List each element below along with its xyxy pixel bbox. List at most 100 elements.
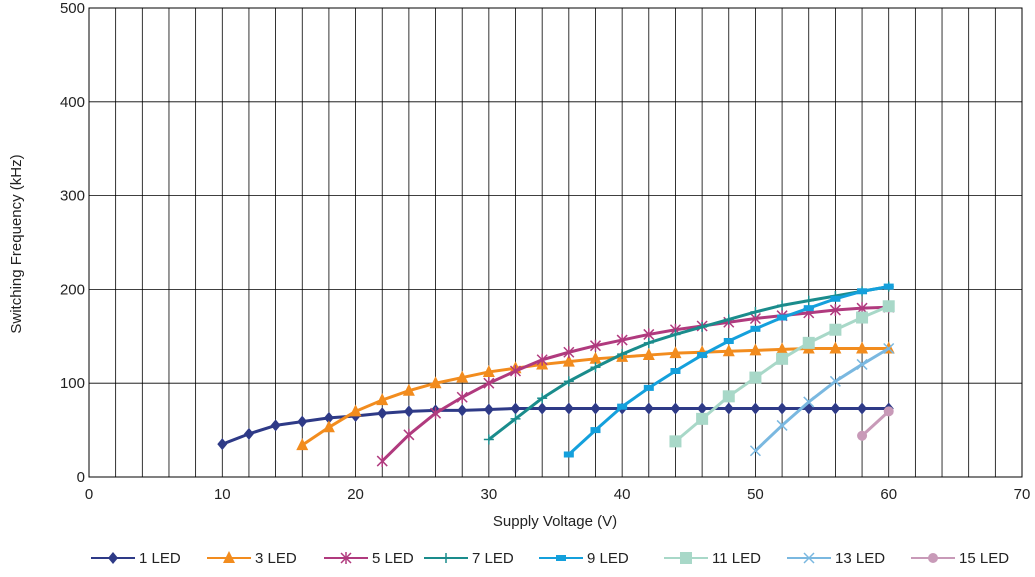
- data-point: [243, 427, 254, 440]
- tick-labels: 0 10 20 30 40 50 60 70 0 100 200 300 400 500: [60, 0, 1030, 503]
- data-point: [403, 405, 414, 418]
- legend-marker: [223, 551, 235, 563]
- series-line: [221, 407, 889, 446]
- data-point: [537, 402, 548, 415]
- data-point: [590, 427, 601, 434]
- legend-item: 9 LED: [539, 550, 629, 567]
- data-point: [670, 329, 681, 340]
- legend-marker: [441, 553, 451, 563]
- data-point: [857, 402, 868, 415]
- x-tick-label: 30: [481, 486, 498, 503]
- x-tick-label: 10: [214, 486, 231, 503]
- data-point: [750, 402, 761, 415]
- data-point: [669, 346, 682, 359]
- legend-label: 13 LED: [835, 550, 885, 567]
- data-point: [829, 323, 842, 336]
- legend-label: 9 LED: [587, 550, 629, 567]
- data-point: [510, 402, 521, 415]
- data-point: [563, 376, 574, 387]
- legend-marker: [928, 553, 938, 563]
- legend-item: 3 LED: [207, 550, 297, 567]
- series-11-led: [669, 300, 895, 448]
- data-point: [830, 402, 841, 415]
- data-point: [457, 404, 468, 417]
- data-point: [750, 306, 761, 317]
- data-point: [829, 341, 842, 354]
- legend-label: 11 LED: [712, 550, 761, 567]
- series-group: [217, 281, 895, 468]
- data-point: [537, 393, 548, 404]
- data-point: [483, 434, 494, 445]
- data-point: [590, 402, 601, 415]
- data-point: [882, 300, 895, 313]
- data-point: [750, 325, 761, 332]
- data-point: [323, 411, 334, 424]
- series-9-led: [563, 283, 894, 458]
- data-point: [617, 403, 628, 410]
- data-point: [829, 375, 841, 387]
- data-point: [536, 353, 548, 366]
- data-point: [589, 351, 602, 364]
- legend-label: 15 LED: [959, 550, 1009, 567]
- data-point: [696, 412, 709, 425]
- legend-item: 15 LED: [911, 550, 1009, 567]
- series-13-led: [749, 342, 895, 457]
- data-point: [723, 337, 734, 344]
- data-point: [349, 404, 362, 417]
- data-point: [883, 283, 894, 290]
- data-point: [722, 390, 735, 403]
- legend-marker: [556, 555, 566, 561]
- data-point: [802, 336, 815, 349]
- data-point: [617, 349, 628, 360]
- series-1-led: [217, 402, 894, 451]
- data-point: [322, 420, 335, 433]
- series-5-led: [376, 301, 895, 468]
- x-tick-label: 60: [880, 486, 897, 503]
- axes: [88, 7, 1023, 478]
- data-point: [509, 365, 522, 378]
- data-point: [589, 339, 602, 352]
- data-point: [697, 352, 708, 359]
- data-point: [749, 343, 762, 356]
- data-point: [510, 413, 521, 424]
- legend-label: 7 LED: [472, 550, 514, 567]
- data-point: [376, 393, 389, 406]
- data-point: [857, 288, 868, 295]
- data-point: [723, 402, 734, 415]
- data-point: [590, 362, 601, 373]
- legend-label: 3 LED: [255, 550, 297, 567]
- legend-item: 13 LED: [787, 550, 885, 567]
- legend-item: 1 LED: [91, 550, 181, 567]
- series-line: [381, 305, 889, 463]
- legend: 1 LED 3 LED 5 LED 7 LED 9 LED 11 LED 13 LED 15 …: [91, 550, 1009, 567]
- data-point: [883, 342, 895, 355]
- data-point: [777, 300, 788, 311]
- legend-marker: [803, 552, 815, 564]
- data-point: [669, 435, 682, 448]
- data-point: [456, 391, 468, 404]
- legend-marker: [340, 552, 352, 564]
- data-point: [856, 358, 868, 370]
- x-tick-label: 20: [347, 486, 364, 503]
- data-point: [563, 451, 574, 458]
- data-point: [456, 370, 469, 383]
- data-point: [402, 383, 415, 396]
- data-point: [723, 314, 734, 325]
- data-point: [803, 305, 814, 312]
- data-point: [563, 346, 575, 359]
- x-tick-label: 50: [747, 486, 764, 503]
- data-point: [883, 406, 894, 417]
- data-point: [856, 311, 869, 324]
- data-point: [722, 344, 735, 357]
- legend-item: 11 LED: [664, 550, 761, 567]
- data-point: [429, 376, 442, 389]
- data-point: [296, 438, 309, 451]
- y-tick-label: 0: [77, 469, 85, 486]
- legend-item: 7 LED: [424, 550, 514, 567]
- data-point: [642, 348, 655, 361]
- data-point: [803, 396, 815, 408]
- y-tick-label: 400: [60, 94, 85, 111]
- x-tick-label: 0: [85, 486, 93, 503]
